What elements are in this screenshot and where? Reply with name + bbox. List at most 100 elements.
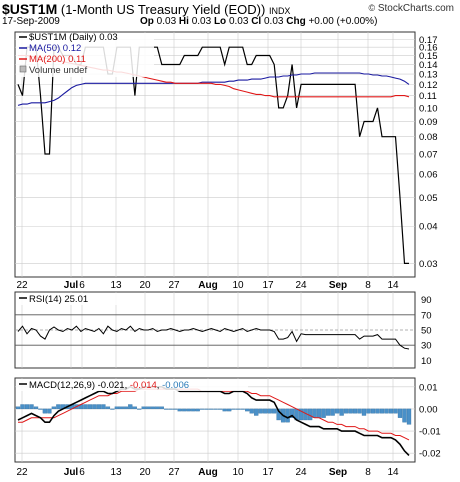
macd-histogram-bar bbox=[375, 408, 380, 414]
macd-histogram-bar bbox=[330, 408, 335, 416]
x-tick-label: 27 bbox=[168, 280, 180, 291]
copyright-icon: © bbox=[368, 3, 376, 13]
x-tick-label: 14 bbox=[387, 467, 399, 478]
macd-legend-part: -0.021 bbox=[98, 380, 125, 391]
macd-histogram-bar bbox=[245, 408, 250, 412]
macd-histogram-bar bbox=[316, 408, 322, 418]
macd-histogram-bar bbox=[402, 408, 407, 423]
macd-histogram-bar bbox=[47, 408, 52, 414]
macd-histogram-bar bbox=[285, 408, 290, 423]
macd-histogram-bar bbox=[388, 408, 394, 414]
macd-histogram-bar bbox=[384, 408, 389, 414]
macd-histogram-bar bbox=[213, 408, 218, 410]
x-tick-label: Sep bbox=[329, 467, 347, 478]
x-tick-label: 14 bbox=[387, 280, 399, 291]
macd-legend-part: -0.014 bbox=[130, 380, 157, 391]
price-y-tick: 0.12 bbox=[419, 80, 438, 91]
macd-histogram-bar bbox=[146, 406, 151, 410]
macd-histogram-bar bbox=[339, 408, 344, 416]
rsi-series-line bbox=[17, 325, 410, 350]
x-tick-label: 20 bbox=[139, 467, 151, 478]
price-y-tick: 0.09 bbox=[419, 117, 438, 128]
macd-histogram-bar bbox=[20, 404, 25, 410]
macd-histogram-bar bbox=[254, 408, 259, 416]
macd-histogram-bar bbox=[51, 406, 57, 410]
price-series-line bbox=[17, 72, 410, 106]
x-tick-label: 6 bbox=[79, 280, 85, 291]
macd-histogram-bar bbox=[155, 406, 160, 410]
exchange: INDX bbox=[268, 6, 291, 16]
x-tick-label: 17 bbox=[262, 280, 274, 291]
x-tick-label: 8 bbox=[365, 467, 371, 478]
macd-histogram-bar bbox=[110, 408, 115, 410]
x-tick-label: 17 bbox=[262, 467, 274, 478]
price-y-tick: 0.16 bbox=[419, 43, 438, 54]
macd-histogram-bar bbox=[334, 408, 340, 414]
macd-histogram-bar bbox=[92, 404, 97, 410]
macd-histogram-bar bbox=[33, 406, 39, 410]
close-label: Cl bbox=[251, 16, 262, 27]
macd-legend-entry: MACD(12,26,9) -0.021, -0.014, -0.006 bbox=[29, 380, 189, 391]
rsi-y-tick: 30 bbox=[421, 341, 432, 352]
macd-histogram-bar bbox=[361, 408, 367, 416]
macd-histogram-bar bbox=[105, 406, 111, 410]
macd-signal-line bbox=[18, 388, 410, 441]
change-value: +0.00 (+0.00%) bbox=[308, 16, 378, 27]
macd-histogram-bar bbox=[222, 408, 227, 412]
price-legend-bg bbox=[16, 33, 154, 77]
price-y-tick: 0.04 bbox=[419, 222, 438, 233]
macd-histogram-bar bbox=[200, 408, 205, 410]
macd-y-tick: 0.01 bbox=[419, 382, 438, 393]
rsi-y-tick: 70 bbox=[421, 310, 432, 321]
macd-frame bbox=[14, 377, 416, 463]
macd-histogram-bar bbox=[182, 408, 187, 412]
macd-histogram-bar bbox=[289, 408, 295, 418]
macd-histogram-bar bbox=[236, 408, 241, 410]
macd-histogram-bar bbox=[240, 408, 245, 410]
x-tick-label: 8 bbox=[365, 280, 371, 291]
chart-title: $UST1M (1-Month US Treasury Yield (EOD))… bbox=[2, 1, 290, 17]
macd-legend-part: , bbox=[157, 380, 162, 391]
rsi-legend-entry: RSI(14) 25.01 bbox=[29, 294, 88, 305]
price-y-tick: 0.05 bbox=[419, 193, 438, 204]
macd-histogram-bar bbox=[24, 404, 30, 410]
price-y-tick: 0.10 bbox=[419, 103, 438, 114]
x-tick-label: 22 bbox=[16, 280, 28, 291]
macd-histogram-bar bbox=[164, 408, 169, 410]
x-tick-label: 20 bbox=[139, 280, 151, 291]
price-y-tick: 0.15 bbox=[419, 51, 438, 62]
macd-histogram-bar bbox=[101, 404, 106, 410]
macd-histogram-bar bbox=[150, 406, 155, 410]
price-legend-entry: Volume undef bbox=[29, 65, 87, 76]
macd-histogram-bar bbox=[87, 404, 93, 410]
symbol: $UST1M bbox=[2, 1, 58, 17]
macd-histogram-bar bbox=[177, 408, 182, 412]
rsi-y-tick: 10 bbox=[421, 356, 432, 367]
x-tick-label: 10 bbox=[232, 467, 244, 478]
macd-histogram-bar bbox=[348, 408, 353, 414]
ohlc-readout: Op 0.03 Hi 0.03 Lo 0.03 Cl 0.03 Chg +0.0… bbox=[140, 16, 377, 27]
macd-histogram-bar bbox=[132, 406, 137, 410]
x-tick-label: 13 bbox=[110, 280, 122, 291]
low-value: 0.03 bbox=[228, 16, 249, 27]
open-value: 0.03 bbox=[156, 16, 177, 27]
macd-histogram-bar bbox=[352, 408, 358, 414]
rsi-legend-bg bbox=[16, 293, 126, 305]
macd-y-tick: 0.00 bbox=[419, 404, 438, 415]
macd-legend-bg bbox=[16, 379, 248, 391]
macd-histogram-bar bbox=[141, 406, 146, 410]
macd-histogram-bar bbox=[159, 406, 164, 410]
macd-histogram-bar bbox=[204, 408, 209, 410]
price-legend-entry: MA(200) 0.11 bbox=[29, 54, 86, 65]
macd-line bbox=[17, 385, 410, 456]
macd-histogram-bar bbox=[312, 408, 317, 418]
macd-histogram-bar bbox=[366, 408, 371, 414]
macd-histogram-bar bbox=[209, 408, 214, 410]
x-tick-label: 10 bbox=[232, 280, 244, 291]
description: (1-Month US Treasury Yield (EOD)) bbox=[60, 2, 266, 17]
macd-histogram-bar bbox=[370, 408, 376, 414]
macd-histogram-bar bbox=[393, 408, 398, 414]
macd-histogram-bar bbox=[114, 406, 120, 410]
macd-histogram-bar bbox=[123, 406, 128, 410]
macd-histogram-bar bbox=[397, 408, 403, 418]
